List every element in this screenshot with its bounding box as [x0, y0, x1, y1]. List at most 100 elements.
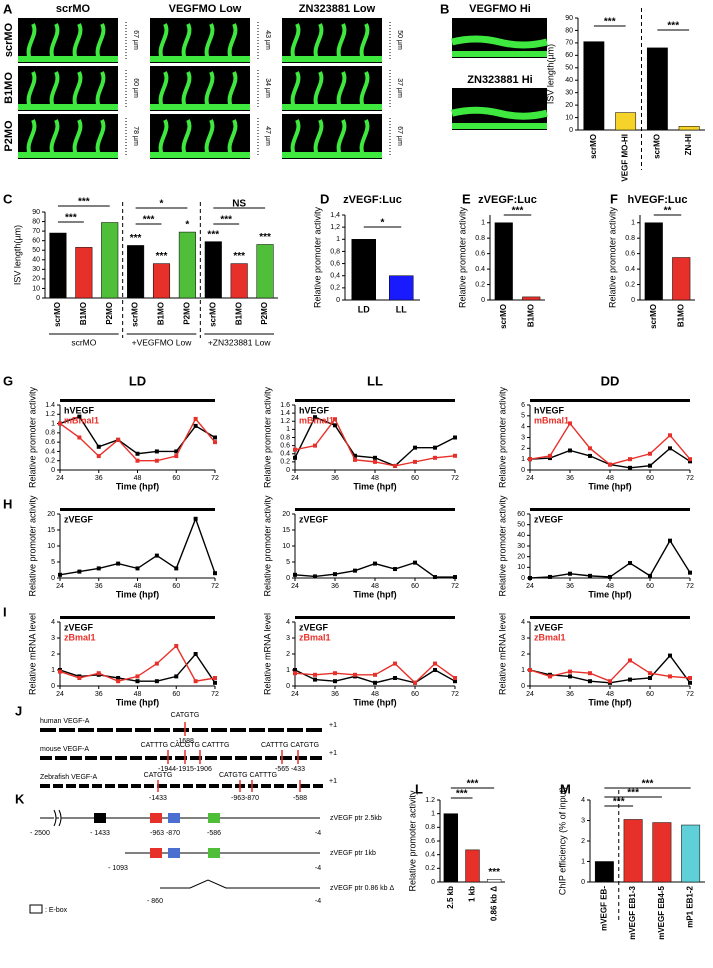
marker	[174, 449, 179, 454]
vessel	[26, 119, 37, 156]
x-tick-label: 60	[172, 583, 180, 590]
legend-label: zVEGF	[299, 514, 329, 524]
significance: *	[185, 220, 189, 231]
marker	[174, 644, 179, 648]
group-label: +ZN323881 Low	[208, 337, 271, 347]
y-tick-label: 40	[517, 532, 525, 539]
x-tick-label: scrMO	[652, 134, 661, 159]
x-tick-label: scrMO	[589, 134, 598, 159]
series-line	[59, 516, 216, 576]
marker	[528, 576, 532, 580]
label: -4	[315, 830, 321, 837]
y-tick-label: 1	[286, 426, 290, 433]
x-tick-label: 60	[411, 475, 419, 482]
x-axis-label: Time (hpf)	[588, 697, 631, 707]
label: CATGTG	[171, 712, 200, 719]
x-tick-label: scrMO	[131, 302, 140, 327]
x-tick-label: 60	[411, 583, 419, 590]
y-tick-label: 0.2	[45, 458, 55, 465]
vessel	[26, 23, 37, 60]
y-tick-label: 1	[431, 811, 435, 818]
marker	[373, 455, 377, 460]
group-label: +VEGFMO Low	[132, 337, 193, 347]
x-tick-label: mVEGF EB4-5	[657, 885, 666, 939]
y-axis-label: Relative promoter activity	[262, 495, 272, 597]
x-tick-label: 2.5 kb	[446, 886, 455, 909]
vessel	[336, 119, 347, 156]
y-tick-label: 1	[581, 858, 585, 865]
y-axis-label: ChIP efficiency (% of input)	[557, 787, 567, 895]
marker	[154, 553, 159, 558]
legend-label: zVEGF	[299, 622, 329, 632]
y-tick-label: 1	[521, 456, 525, 463]
vessel	[26, 71, 37, 108]
y-tick-label: 1.2	[45, 411, 55, 418]
y-tick-label: 4	[51, 619, 55, 626]
y-tick-label: 5	[521, 413, 525, 420]
marker	[528, 457, 532, 462]
y-tick-label: 20	[47, 511, 55, 518]
significance: ***	[78, 197, 90, 208]
x-tick-label: 48	[371, 583, 379, 590]
y-tick-label: 1.4	[280, 410, 290, 417]
box	[208, 848, 220, 858]
x-tick-label: 72	[451, 475, 459, 482]
y-axis-label: Relative promoter activity	[27, 386, 37, 488]
y-tick-label: 0,8	[330, 248, 340, 255]
break	[53, 809, 62, 827]
marker	[96, 671, 101, 676]
vessel	[204, 23, 215, 60]
bar	[583, 41, 605, 131]
bar	[644, 222, 663, 301]
panel-label: H	[3, 496, 12, 511]
y-tick-label: 20	[565, 102, 573, 109]
y-axis-label: ISV length(µm)	[12, 225, 22, 285]
x-tick-label: scrMO	[53, 302, 62, 327]
y-tick-label: 40	[32, 257, 40, 264]
y-axis-label: Relative promoter activity	[457, 206, 467, 308]
marker	[193, 423, 198, 428]
label: zVEGF ptr 0.86 kb Δ	[330, 885, 395, 892]
marker	[433, 661, 437, 666]
chart-title: hVEGF:Luc	[628, 194, 688, 206]
marker	[608, 679, 612, 684]
y-axis-label: Relative promoter activity	[497, 386, 507, 488]
light-dark-bar	[530, 508, 690, 511]
marker	[373, 672, 377, 677]
vessel	[95, 119, 106, 156]
legend-box	[29, 904, 43, 914]
bar	[623, 819, 643, 883]
y-tick-label: 0.6	[425, 838, 435, 845]
series-line	[59, 652, 216, 684]
panel-label: C	[3, 191, 13, 206]
image-label: VEGFMO Hi	[469, 3, 531, 15]
marker	[608, 574, 612, 579]
marker	[453, 575, 457, 580]
marker	[453, 676, 457, 680]
y-tick-label: 1.2	[280, 418, 290, 425]
y-tick-label: 0.2	[425, 865, 435, 872]
y-tick-label: 0.4	[425, 852, 435, 859]
x-tick-label: 36	[566, 691, 574, 698]
y-tick-label: 0	[51, 683, 55, 690]
bar	[443, 813, 459, 883]
vessel	[227, 119, 238, 156]
chart-title: zVEGF:Luc	[478, 194, 537, 206]
marker	[77, 414, 82, 419]
y-tick-label: 0.8	[45, 430, 55, 437]
y-tick-label: 1.4	[45, 402, 55, 409]
x-tick-label: 60	[411, 691, 419, 698]
vessel	[313, 119, 324, 156]
y-axis-label: Relative mRNA level	[497, 613, 507, 695]
x-tick-label: 48	[134, 583, 142, 590]
marker	[648, 463, 652, 468]
marker	[116, 679, 121, 684]
marker	[628, 465, 632, 470]
y-axis-label: ISV length(µm)	[545, 44, 555, 104]
vessel	[158, 71, 169, 108]
significance: ***	[65, 213, 77, 224]
panel-label: M	[560, 781, 571, 796]
marker	[333, 671, 337, 676]
marker	[668, 433, 672, 438]
bar	[389, 275, 414, 301]
